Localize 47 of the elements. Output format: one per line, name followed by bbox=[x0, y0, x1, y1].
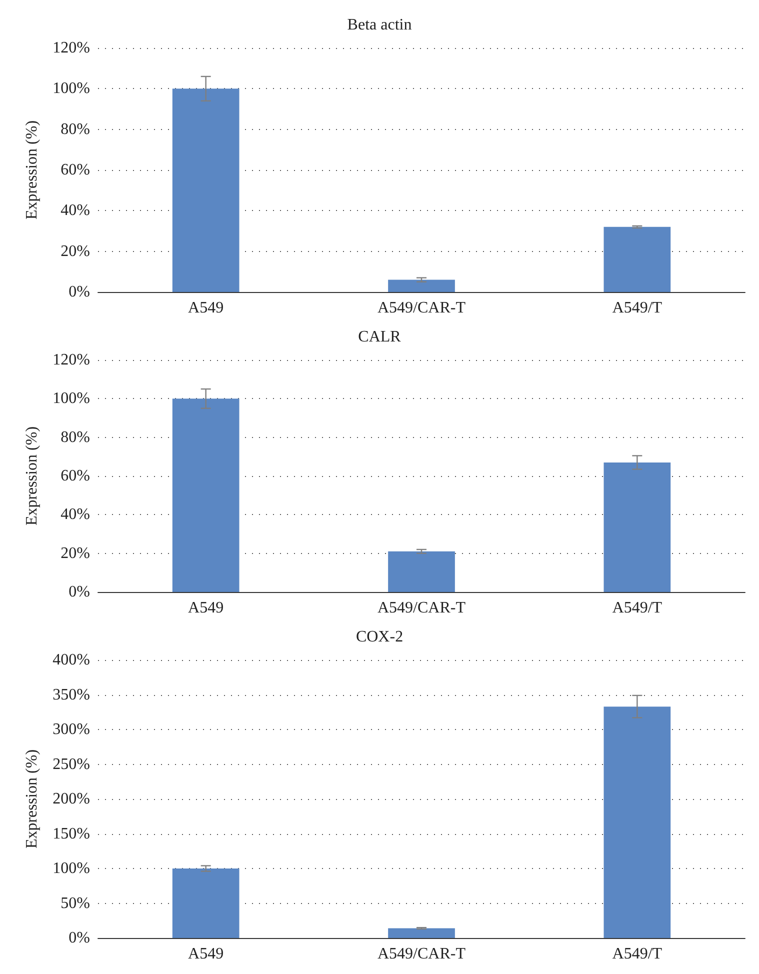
y-tick-label: 40% bbox=[60, 506, 90, 524]
y-tick-label: 20% bbox=[60, 242, 90, 260]
y-tick-label: 120% bbox=[52, 352, 90, 368]
x-tick-label: A549/T bbox=[612, 300, 662, 316]
y-axis-title: Expression (%) bbox=[24, 426, 40, 526]
x-tick-label: A549/T bbox=[612, 946, 662, 962]
bar bbox=[388, 928, 455, 938]
y-tick-label: 0% bbox=[68, 284, 90, 300]
x-tick-label: A549 bbox=[188, 600, 224, 616]
y-tick-label: 40% bbox=[60, 202, 90, 220]
y-tick-label: 100% bbox=[52, 390, 90, 408]
bar bbox=[388, 551, 455, 592]
x-tick-label: A549 bbox=[188, 300, 224, 316]
bar bbox=[172, 88, 240, 292]
bar bbox=[604, 226, 671, 292]
bar bbox=[172, 398, 240, 592]
y-axis-title: Expression (%) bbox=[24, 120, 40, 220]
x-tick-label: A549 bbox=[188, 946, 224, 962]
y-axis-title: Expression (%) bbox=[24, 749, 40, 849]
y-tick-label: 80% bbox=[60, 428, 90, 446]
y-tick-label: 350% bbox=[52, 686, 90, 704]
y-tick-label: 60% bbox=[60, 162, 90, 178]
y-tick-label: 20% bbox=[60, 544, 90, 562]
bar bbox=[604, 706, 671, 938]
y-tick-label: 120% bbox=[52, 40, 90, 56]
y-tick-label: 400% bbox=[52, 652, 90, 668]
y-tick-label: 100% bbox=[52, 860, 90, 877]
y-tick-label: 100% bbox=[52, 80, 90, 98]
bar bbox=[172, 868, 240, 938]
y-tick-label: 300% bbox=[52, 721, 90, 738]
bar bbox=[388, 280, 455, 292]
x-tick-label: A549/CAR-T bbox=[378, 600, 466, 616]
y-tick-label: 150% bbox=[52, 825, 90, 842]
y-tick-label: 80% bbox=[60, 120, 90, 138]
chart-title: CALR bbox=[358, 328, 402, 346]
y-tick-label: 250% bbox=[52, 756, 90, 773]
bar bbox=[604, 462, 671, 592]
y-tick-label: 200% bbox=[52, 790, 90, 808]
y-tick-label: 50% bbox=[60, 894, 90, 912]
x-tick-label: A549/CAR-T bbox=[378, 946, 466, 962]
chart-title: Beta actin bbox=[347, 16, 412, 34]
y-tick-label: 0% bbox=[68, 584, 90, 600]
y-tick-label: 0% bbox=[68, 930, 90, 946]
y-tick-label: 60% bbox=[60, 468, 90, 484]
x-tick-label: A549/T bbox=[612, 600, 662, 616]
x-tick-label: A549/CAR-T bbox=[378, 300, 466, 316]
chart-title: COX-2 bbox=[356, 628, 404, 646]
